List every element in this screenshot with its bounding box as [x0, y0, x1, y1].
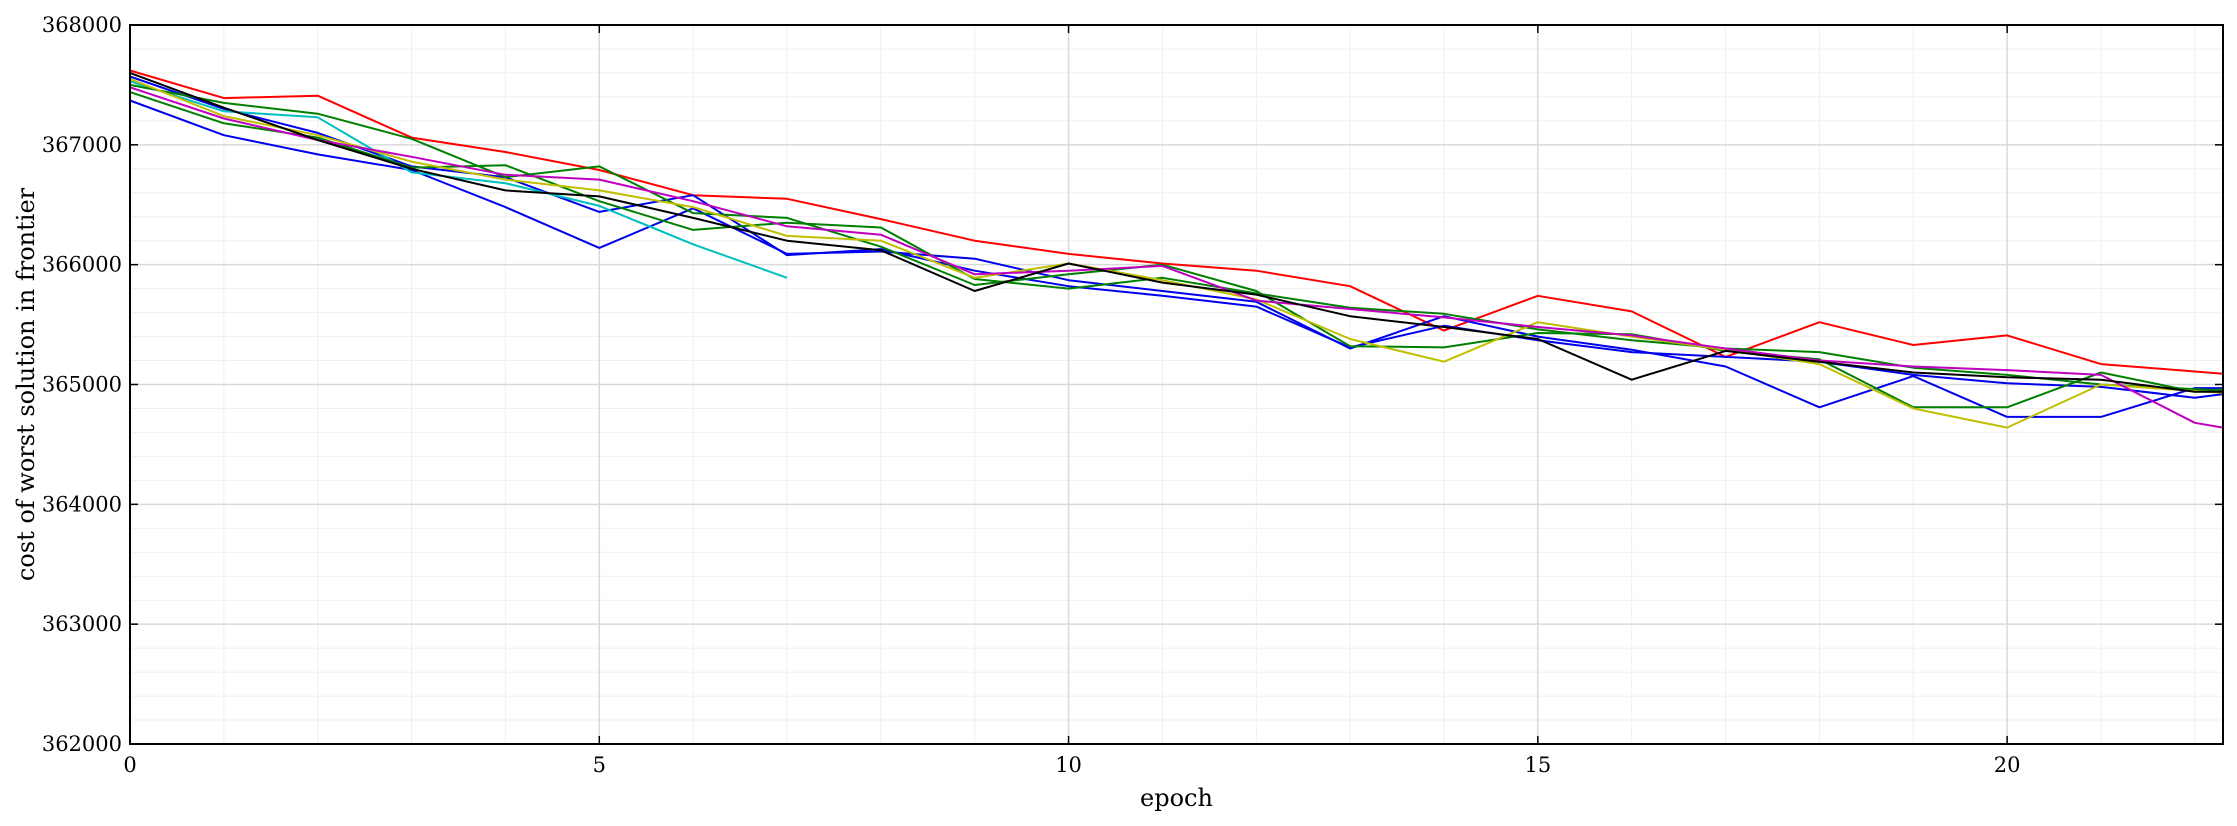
x-tick-label: 5 — [593, 753, 606, 777]
y-tick-label: 364000 — [42, 492, 122, 516]
x-tick-label: 0 — [123, 753, 136, 777]
x-axis-title: epoch — [1140, 784, 1213, 812]
y-tick-label: 366000 — [42, 253, 122, 277]
series-line-8 — [129, 86, 2224, 429]
y-tick-label: 362000 — [42, 732, 122, 756]
series-line-9 — [129, 71, 2223, 393]
x-tick-label: 10 — [1055, 753, 1082, 777]
series-line-6 — [129, 91, 2224, 392]
y-tick-label: 368000 — [42, 13, 122, 37]
y-axis-title: cost of worst solution in frontier — [12, 187, 40, 581]
series-line-1 — [129, 69, 2224, 375]
series-line-7 — [129, 77, 2224, 429]
axis-ticks: 0 5 10 15 20 362000 363000 364000 365000 366000 36… — [42, 13, 2223, 777]
y-tick-label: 367000 — [42, 133, 122, 157]
y-tick-label: 365000 — [42, 373, 122, 397]
series-line-2 — [129, 99, 2223, 418]
x-tick-label: 15 — [1524, 753, 1551, 777]
series-line-5 — [129, 83, 2224, 409]
grid — [130, 25, 2223, 744]
x-tick-label: 20 — [1994, 753, 2021, 777]
y-tick-label: 363000 — [42, 612, 122, 636]
series-line-3 — [129, 75, 2224, 399]
series-lines — [129, 69, 2224, 429]
